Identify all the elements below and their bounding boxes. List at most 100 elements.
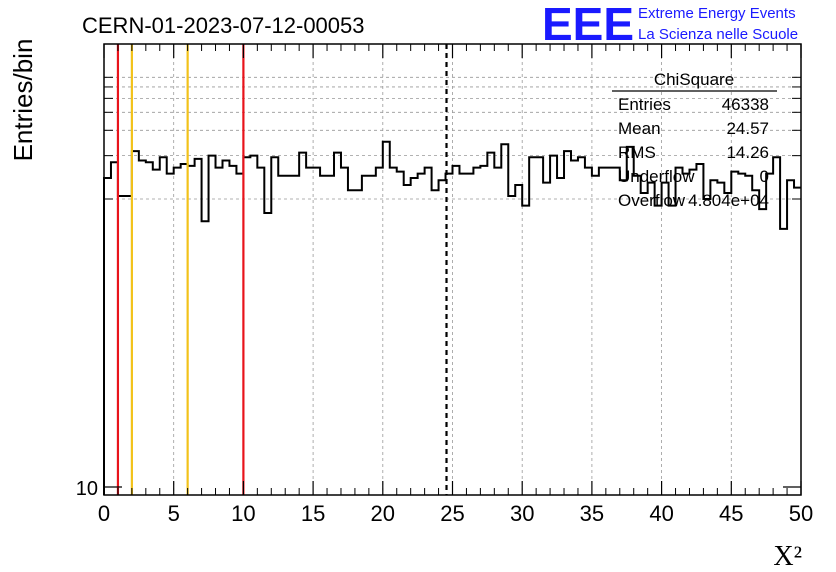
histogram-bin bbox=[606, 168, 613, 495]
histogram-bin bbox=[759, 209, 766, 495]
marker-lines bbox=[116, 44, 448, 495]
histogram-bin bbox=[306, 168, 313, 495]
histogram-bin bbox=[369, 176, 376, 495]
histogram-bin bbox=[250, 156, 257, 495]
run-title: CERN-01-2023-07-12-00053 bbox=[82, 13, 365, 38]
histogram-bin bbox=[641, 193, 648, 495]
x-tick-label: 20 bbox=[371, 501, 395, 526]
y-tick-label: 10 bbox=[76, 478, 98, 500]
histogram-bin bbox=[278, 176, 285, 495]
histogram-bin bbox=[453, 166, 460, 495]
histogram-bin bbox=[139, 161, 146, 495]
x-tick-label: 15 bbox=[301, 501, 325, 526]
stats-row-value: 24.57 bbox=[726, 119, 769, 138]
stats-row-label: Entries bbox=[618, 95, 671, 114]
histogram-bin bbox=[480, 166, 487, 495]
histogram-bin bbox=[773, 157, 780, 495]
histogram-bin bbox=[327, 176, 334, 495]
histogram-bin bbox=[264, 213, 271, 495]
histogram-bin bbox=[655, 206, 662, 495]
histogram-bin bbox=[473, 168, 480, 495]
histogram-bin bbox=[292, 176, 299, 495]
histogram-bin bbox=[794, 188, 801, 495]
histogram-bin bbox=[676, 168, 683, 495]
histogram-outline bbox=[103, 140, 801, 495]
histogram-bin bbox=[571, 161, 578, 495]
histogram-bin bbox=[439, 180, 446, 495]
histogram-bin bbox=[202, 221, 209, 495]
stats-row-label: RMS bbox=[618, 143, 656, 162]
stats-row-label: Underflow bbox=[618, 167, 695, 186]
x-tick-label: 40 bbox=[649, 501, 673, 526]
x-tick-label: 5 bbox=[168, 501, 180, 526]
y-axis-label: Entries/bin bbox=[8, 39, 38, 162]
histogram-bin bbox=[536, 157, 543, 495]
histogram-bin bbox=[341, 168, 348, 495]
histogram-bin bbox=[209, 156, 216, 495]
histogram-bin bbox=[271, 157, 278, 495]
stats-box: ChiSquare Entries 46338 Mean 24.57 RMS 14.26 U… bbox=[612, 70, 777, 210]
x-axis-label: X² bbox=[773, 541, 802, 572]
histogram-bin bbox=[167, 174, 174, 495]
histogram-bin bbox=[669, 206, 676, 495]
stats-row-value: 46338 bbox=[722, 95, 769, 114]
grid bbox=[104, 44, 801, 495]
histogram-bin bbox=[662, 183, 669, 495]
histogram-bin bbox=[522, 206, 529, 495]
x-tick-label: 0 bbox=[98, 501, 110, 526]
x-tick-label: 50 bbox=[789, 501, 813, 526]
histogram-bin bbox=[313, 168, 320, 495]
histogram-bin bbox=[348, 190, 355, 495]
histogram-bin bbox=[766, 174, 773, 495]
x-tick-labels: 0 5 10 15 20 25 30 35 40 45 50 bbox=[98, 501, 813, 526]
histogram-bin bbox=[411, 178, 418, 495]
histogram-bin bbox=[634, 176, 641, 495]
logo-mark: EEE bbox=[542, 0, 634, 50]
histogram-bin bbox=[146, 162, 153, 495]
histogram-bin bbox=[104, 178, 111, 495]
histogram-bin bbox=[787, 180, 794, 495]
stats-row-value: 14.26 bbox=[726, 143, 769, 162]
logo-line1: Extreme Energy Events bbox=[638, 5, 796, 22]
x-tick-label: 35 bbox=[580, 501, 604, 526]
histogram-bin bbox=[717, 183, 724, 495]
histogram-bin bbox=[257, 168, 264, 495]
histogram-bin bbox=[508, 196, 515, 495]
histogram-bin bbox=[390, 168, 397, 495]
x-tick-label: 10 bbox=[231, 501, 255, 526]
histogram-bin bbox=[376, 168, 383, 495]
eee-logo: EEE Extreme Energy Events La Scienza nel… bbox=[542, 0, 798, 50]
histogram-bin bbox=[466, 174, 473, 495]
x-tick-label: 30 bbox=[510, 501, 534, 526]
histogram-bin bbox=[432, 190, 439, 495]
histogram-bin bbox=[578, 157, 585, 495]
histogram-bin bbox=[731, 172, 738, 495]
histogram-bin bbox=[710, 180, 717, 495]
histogram-bin bbox=[683, 174, 690, 495]
histogram-bin bbox=[174, 168, 181, 495]
stats-row-label: Mean bbox=[618, 119, 661, 138]
histogram-bin bbox=[418, 174, 425, 495]
histogram-bin bbox=[459, 174, 466, 495]
histogram-bin bbox=[494, 168, 501, 495]
histogram-bin bbox=[613, 168, 620, 495]
histogram-bin bbox=[592, 176, 599, 495]
histogram-bin bbox=[648, 183, 655, 495]
histogram-bin bbox=[229, 166, 236, 495]
histogram-bin bbox=[216, 168, 223, 495]
histogram-bin bbox=[689, 170, 696, 495]
histogram-bin bbox=[160, 157, 167, 495]
stats-row-label: Overflow bbox=[618, 191, 686, 210]
histogram-bin bbox=[195, 159, 202, 495]
histogram-bin bbox=[557, 178, 564, 495]
histogram-bin bbox=[543, 183, 550, 495]
histogram-bin bbox=[724, 193, 731, 495]
x-tick-label: 45 bbox=[719, 501, 743, 526]
histogram-bin bbox=[696, 164, 703, 495]
histogram-bin bbox=[550, 156, 557, 495]
histogram-bin bbox=[355, 190, 362, 495]
histogram-bin bbox=[334, 153, 341, 495]
histogram-bin bbox=[425, 168, 432, 495]
histogram-bin bbox=[487, 153, 494, 495]
histogram-bin bbox=[383, 142, 390, 495]
